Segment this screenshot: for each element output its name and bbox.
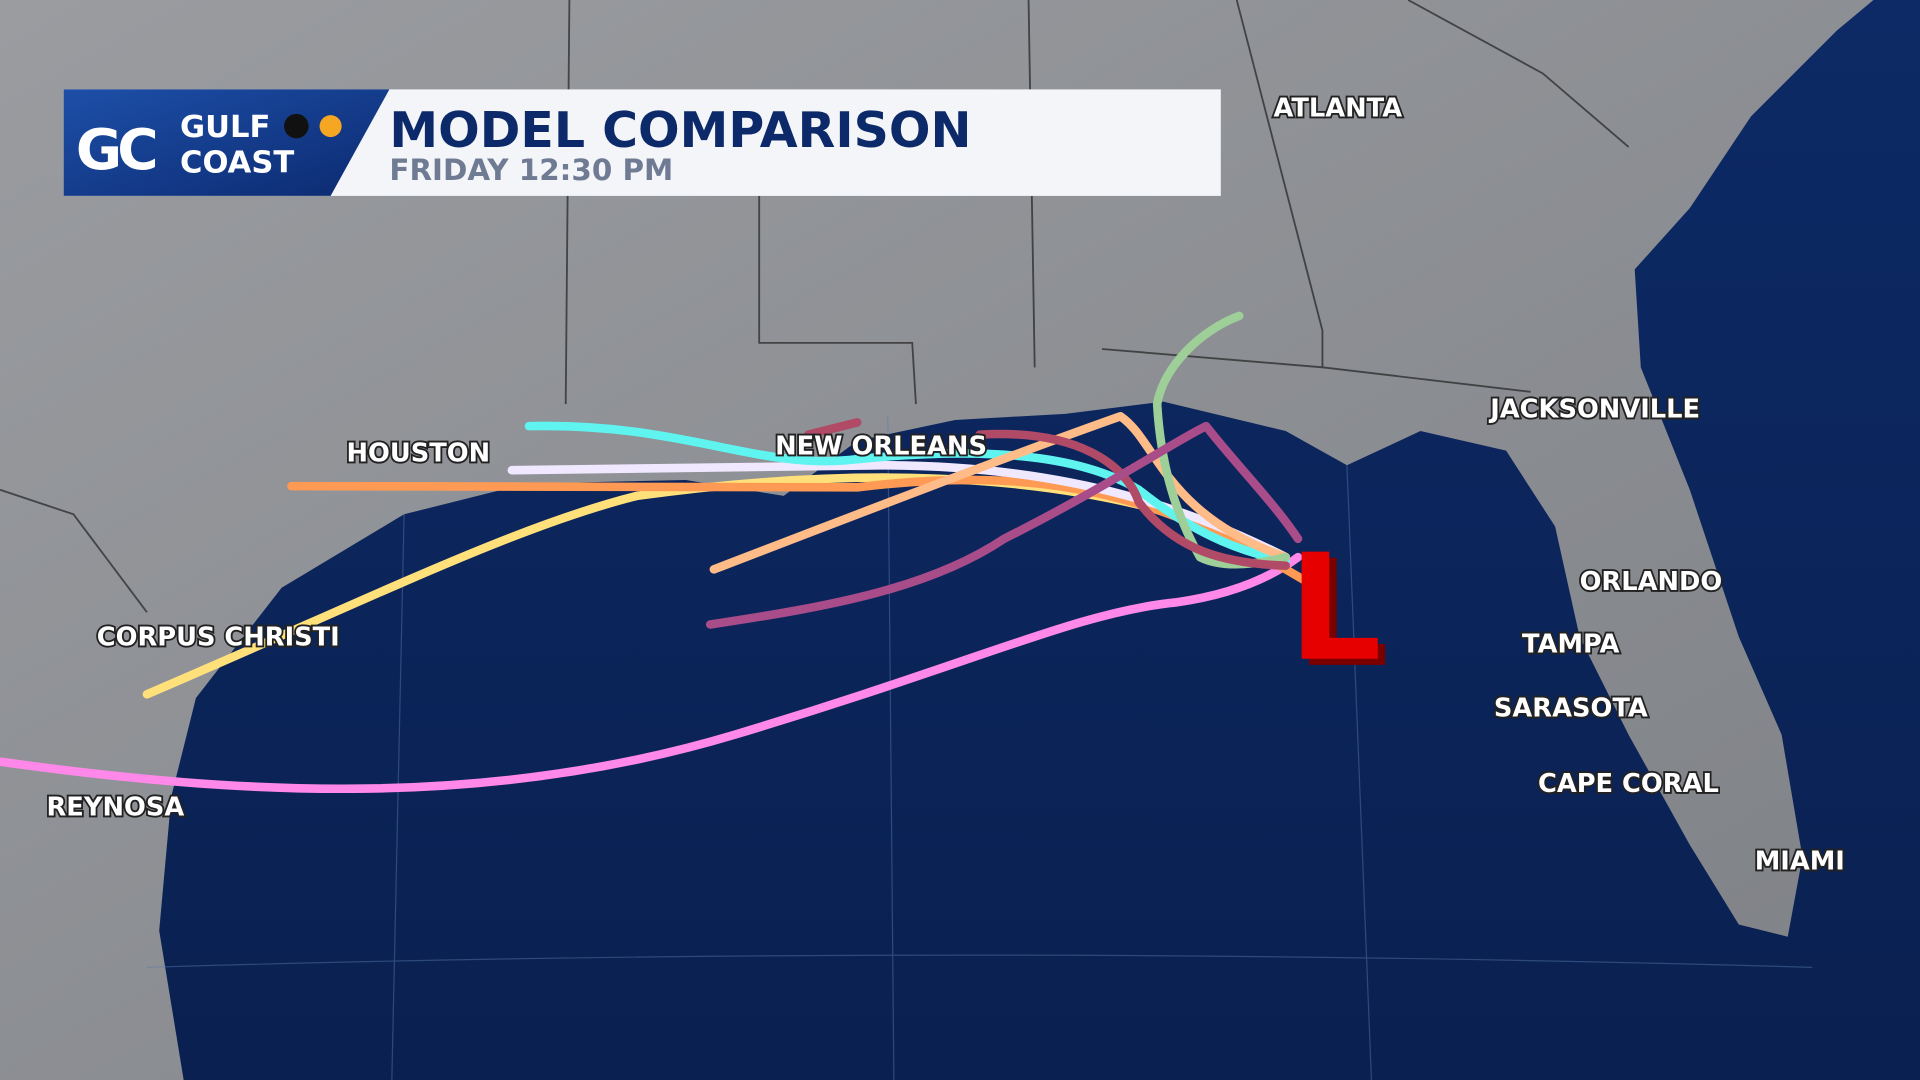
network-icon <box>319 115 342 138</box>
header-subtitle: FRIDAY 12:30 PM <box>389 153 673 187</box>
low-marker: L L <box>1288 523 1389 700</box>
header-title: MODEL COMPARISON <box>389 102 971 159</box>
logo-line1: GULF <box>180 110 270 145</box>
city-label: ORLANDO <box>1580 567 1723 597</box>
model-tracks <box>0 311 1337 794</box>
city-label: CAPE CORAL <box>1538 769 1719 799</box>
city-label: CORPUS CHRISTI <box>97 622 340 652</box>
city-label: REYNOSA <box>47 793 185 823</box>
city-label: SARASOTA <box>1494 693 1648 723</box>
header: GC GULF COAST MODEL COMPARISON FRIDAY 12… <box>63 89 1221 196</box>
logo-panel <box>63 89 390 196</box>
grid-lines <box>146 416 1813 1080</box>
city-label: JACKSONVILLE <box>1488 395 1700 425</box>
city-label: TAMPA <box>1522 630 1619 660</box>
logo-mark: GC <box>76 118 155 183</box>
ocean <box>159 0 1920 1080</box>
city-labels: ATLANTA HOUSTON NEW ORLEANS JACKSONVILLE… <box>45 91 1847 878</box>
city-label: ATLANTA <box>1273 93 1402 123</box>
city-label: MIAMI <box>1755 846 1845 876</box>
network-icon <box>284 113 309 139</box>
city-label: HOUSTON <box>347 439 491 469</box>
low-marker-letter: L <box>1288 523 1382 694</box>
low-marker-shadow: L <box>1296 529 1390 700</box>
logo-line2: COAST <box>180 146 294 181</box>
city-label: NEW ORLEANS <box>775 431 987 461</box>
